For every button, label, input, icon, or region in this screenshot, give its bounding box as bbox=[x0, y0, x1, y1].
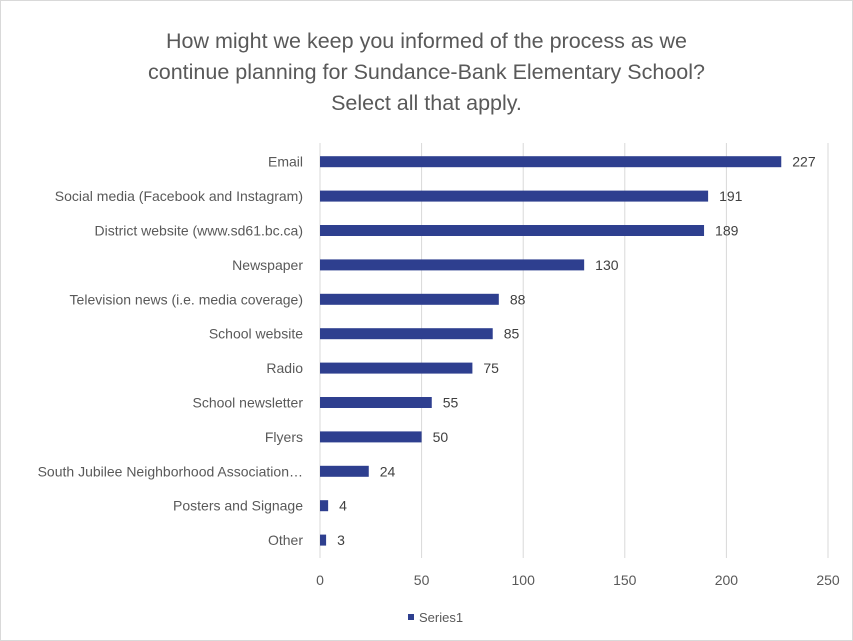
x-tick-label: 250 bbox=[816, 572, 840, 588]
legend-label: Series1 bbox=[419, 610, 463, 625]
gridlines bbox=[320, 143, 828, 558]
bar bbox=[320, 191, 708, 202]
bar bbox=[320, 259, 584, 270]
data-label: 4 bbox=[339, 498, 347, 514]
category-label: School website bbox=[209, 326, 303, 342]
category-label: South Jubilee Neighborhood Association… bbox=[38, 463, 303, 479]
data-label: 3 bbox=[337, 532, 345, 548]
data-label: 85 bbox=[504, 326, 520, 342]
x-tick-label: 100 bbox=[512, 572, 536, 588]
bar bbox=[320, 431, 422, 442]
category-label: Flyers bbox=[265, 429, 303, 445]
legend-swatch bbox=[408, 614, 414, 620]
bar bbox=[320, 156, 781, 167]
x-tick-label: 150 bbox=[613, 572, 637, 588]
bars bbox=[320, 156, 781, 545]
category-label: Other bbox=[268, 532, 303, 548]
x-axis-tick-labels: 0 50 100 150 200 250 bbox=[316, 572, 840, 588]
category-label: School newsletter bbox=[192, 395, 303, 411]
data-label: 24 bbox=[380, 463, 396, 479]
category-label: Posters and Signage bbox=[173, 498, 303, 514]
data-label: 227 bbox=[792, 154, 816, 170]
x-tick-label: 200 bbox=[715, 572, 739, 588]
bar bbox=[320, 363, 472, 374]
bar bbox=[320, 535, 326, 546]
category-label: Newspaper bbox=[232, 257, 303, 273]
data-label: 75 bbox=[483, 360, 499, 376]
bar bbox=[320, 397, 432, 408]
category-label: Radio bbox=[266, 360, 303, 376]
bar bbox=[320, 466, 369, 477]
data-labels: 227 191 189 130 88 85 75 55 50 24 4 3 bbox=[337, 154, 816, 548]
category-label: Television news (i.e. media coverage) bbox=[70, 291, 303, 307]
bar bbox=[320, 328, 493, 339]
data-label: 88 bbox=[510, 291, 526, 307]
category-label: Email bbox=[268, 154, 303, 170]
bar bbox=[320, 294, 499, 305]
legend: Series1 bbox=[408, 610, 463, 625]
category-label: Social media (Facebook and Instagram) bbox=[55, 188, 303, 204]
bar bbox=[320, 500, 328, 511]
bar bbox=[320, 225, 704, 236]
data-label: 50 bbox=[433, 429, 449, 445]
x-tick-label: 50 bbox=[414, 572, 430, 588]
data-label: 55 bbox=[443, 395, 459, 411]
data-label: 189 bbox=[715, 223, 739, 239]
data-label: 130 bbox=[595, 257, 619, 273]
data-label: 191 bbox=[719, 188, 743, 204]
category-labels: Email Social media (Facebook and Instagra… bbox=[38, 154, 304, 548]
x-tick-label: 0 bbox=[316, 572, 324, 588]
category-label: District website (www.sd61.bc.ca) bbox=[94, 223, 303, 239]
